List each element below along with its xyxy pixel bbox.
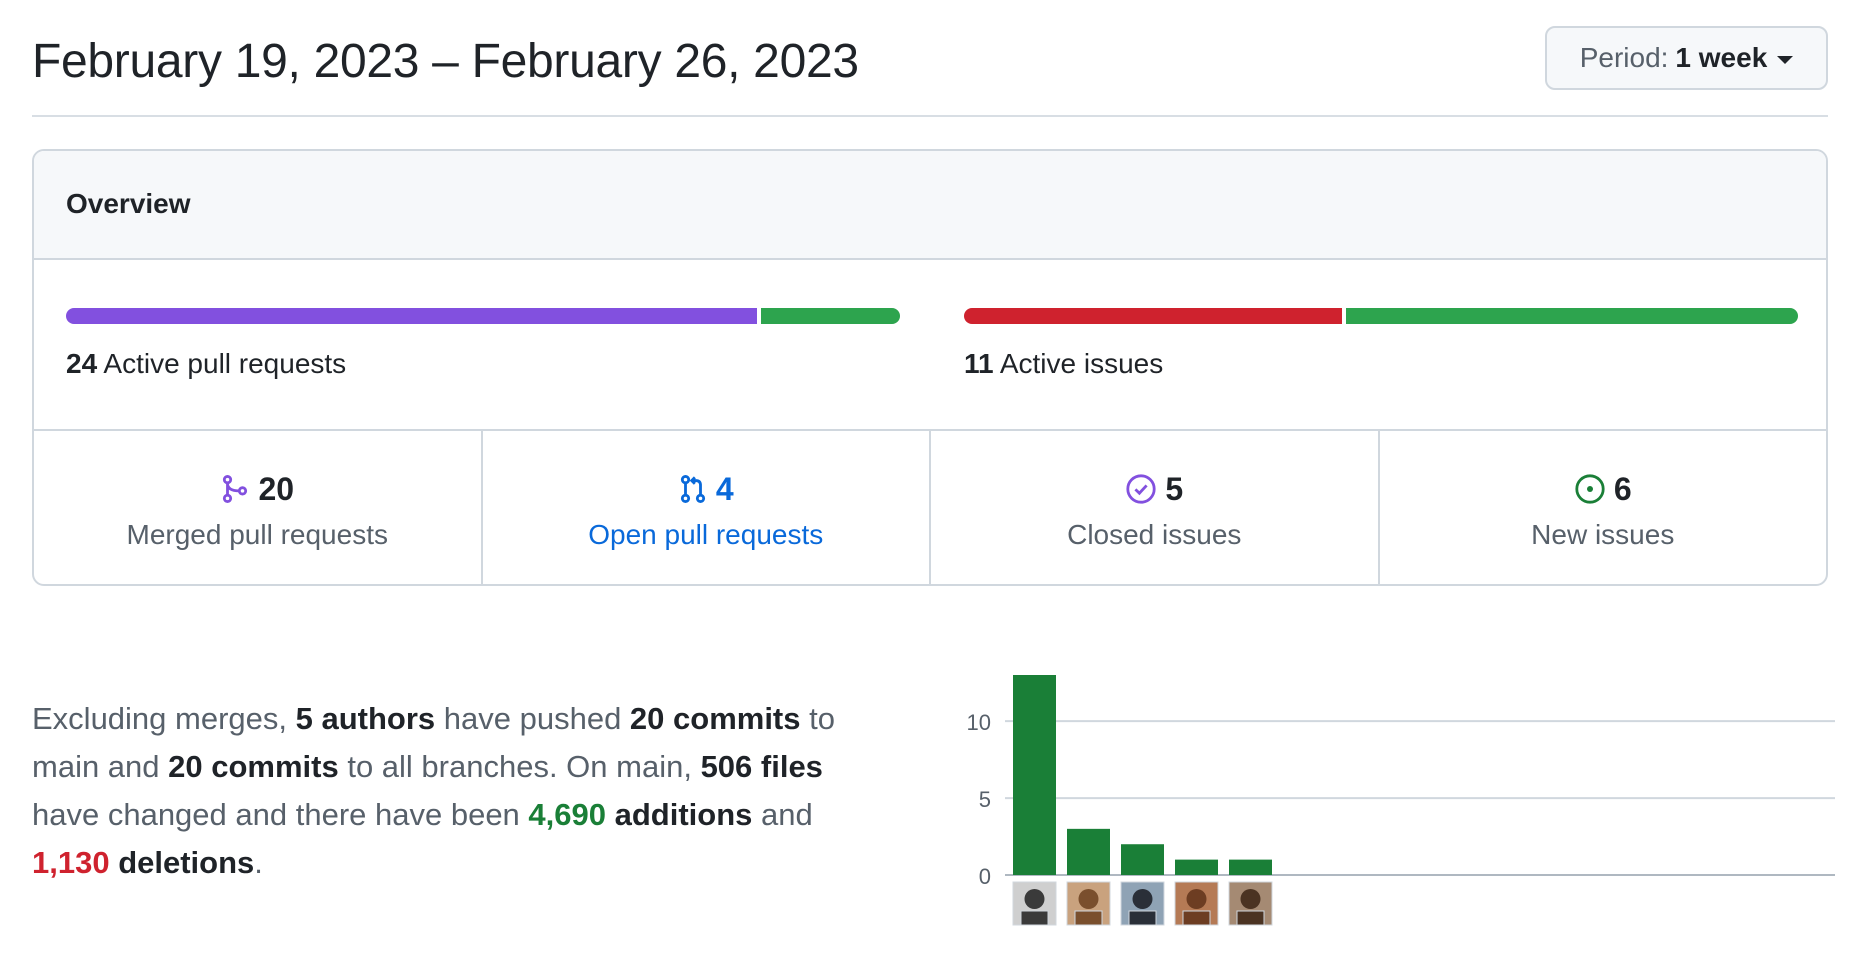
period-value: 1 week	[1675, 42, 1768, 73]
overview-header: Overview	[34, 151, 1826, 260]
summary-text: have pushed	[435, 701, 630, 736]
merged-pull-requests-label: Merged pull requests	[126, 519, 388, 550]
summary-text: have changed and there have been	[32, 797, 529, 832]
bar[interactable]	[1067, 828, 1110, 875]
summary-authors: 5 authors	[295, 701, 436, 736]
issues-progress-bar[interactable]	[964, 308, 1798, 324]
new-issues-segment	[1345, 308, 1798, 324]
new-issues-label: New issues	[1531, 519, 1675, 550]
stat-merged-pull-requests[interactable]: 20 Merged pull requests	[34, 431, 483, 584]
avatar-1[interactable]	[1012, 881, 1057, 926]
pull-requests-progress-bar[interactable]	[66, 308, 900, 324]
active-issues-count: 11	[964, 348, 994, 379]
summary-text: .	[254, 845, 263, 880]
open-pull-requests-label: Open pull requests	[588, 519, 824, 550]
summary-commits-all: 20 commits	[168, 749, 339, 784]
open-prs-segment	[761, 308, 900, 324]
y-tick-label: 10	[967, 710, 991, 735]
overview-bars: 24 Active pull requests 11 Active issues	[34, 260, 1826, 431]
caret-down-icon	[1777, 55, 1794, 64]
date-range-title: February 19, 2023 – February 26, 2023	[32, 35, 859, 88]
period-dropdown-button[interactable]: Period: 1 week	[1545, 26, 1828, 90]
summary-deletions-word: deletions	[109, 845, 255, 880]
pulse-header: February 19, 2023 – February 26, 2023 Pe…	[32, 0, 1828, 117]
active-pull-requests-count: 24	[66, 348, 98, 379]
overview-box: Overview 24 Active pull requests 11 Acti…	[32, 149, 1828, 586]
bar[interactable]	[1229, 859, 1272, 875]
stat-closed-issues[interactable]: 5 Closed issues	[931, 431, 1380, 584]
git-pull-request-icon	[680, 475, 705, 503]
issue-closed-icon	[1126, 474, 1156, 504]
commits-by-author-chart: 0 5 10	[967, 675, 1835, 926]
avatar-3[interactable]	[1120, 881, 1165, 926]
avatar-4[interactable]	[1174, 881, 1219, 926]
summary-commits-main: 20 commits	[629, 701, 801, 736]
overview-title: Overview	[66, 188, 191, 219]
summary-text: to main and	[32, 701, 835, 784]
summary-text: to all branches. On main,	[338, 749, 701, 784]
open-pull-requests-count: 4	[715, 470, 734, 507]
git-merge-icon	[223, 475, 248, 503]
period-label: Period:	[1579, 42, 1669, 73]
active-pull-requests-caption: 24 Active pull requests	[66, 348, 346, 380]
commit-summary: Excluding merges, 5 authors have pushed …	[32, 695, 892, 887]
summary-additions-word: additions	[606, 797, 753, 832]
summary-deletions-count: 1,130	[32, 845, 110, 880]
overview-stats: 20 Merged pull requests 4 Open pull requ…	[34, 431, 1827, 584]
bar[interactable]	[1013, 675, 1056, 875]
issue-opened-icon	[1575, 474, 1605, 504]
y-tick-label: 0	[979, 864, 991, 889]
summary-text: Excluding merges,	[32, 701, 296, 736]
closed-issues-count: 5	[1165, 470, 1184, 507]
avatar-2[interactable]	[1066, 881, 1111, 926]
summary-text: and	[752, 797, 813, 832]
active-pull-requests-label: Active pull requests	[103, 348, 347, 379]
active-issues-label: Active issues	[999, 348, 1164, 379]
merged-prs-segment	[66, 308, 758, 324]
stat-open-pull-requests[interactable]: 4 Open pull requests	[483, 431, 931, 584]
y-tick-label: 5	[979, 787, 991, 812]
bar[interactable]	[1121, 844, 1164, 875]
new-issues-count: 6	[1613, 470, 1632, 507]
summary-additions-count: 4,690	[528, 797, 606, 832]
avatar-5[interactable]	[1228, 881, 1273, 926]
stat-new-issues[interactable]: 6 New issues	[1380, 431, 1827, 584]
bar[interactable]	[1175, 859, 1218, 875]
merged-pull-requests-count: 20	[258, 470, 295, 507]
summary-files: 506 files	[700, 749, 823, 784]
active-issues-caption: 11 Active issues	[964, 348, 1163, 380]
closed-issues-segment	[964, 308, 1342, 324]
closed-issues-label: Closed issues	[1067, 519, 1242, 550]
